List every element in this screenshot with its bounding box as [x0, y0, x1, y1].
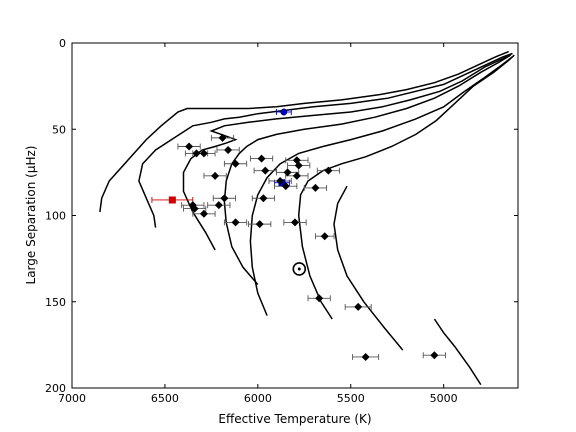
- x-tick-label-2: 6500: [151, 392, 179, 405]
- data-point-32: [354, 302, 363, 311]
- track-line-6: [297, 54, 515, 320]
- data-point-19: [281, 182, 290, 191]
- data-point-26: [199, 209, 208, 218]
- data-point-8: [224, 145, 233, 154]
- track-line-1: [99, 50, 509, 213]
- plot-frame: [71, 42, 519, 389]
- data-point-13: [261, 166, 270, 175]
- sun-symbol-ring: [292, 262, 307, 276]
- y-tick-label-2: 50: [52, 123, 66, 136]
- y-tick-label-4: 150: [45, 296, 66, 309]
- sun-marker: [292, 262, 307, 276]
- data-point-25: [190, 204, 199, 213]
- data-point-29: [291, 218, 299, 227]
- data-point-7: [199, 149, 208, 158]
- data-points: [168, 108, 439, 361]
- x-tick-label-3: 6000: [244, 392, 272, 405]
- y-tick-label-5: 200: [45, 382, 66, 395]
- data-point-16: [324, 166, 333, 175]
- data-point-21: [220, 194, 229, 203]
- y-tick-label-1: 0: [59, 37, 66, 50]
- data-point-17: [211, 171, 220, 180]
- data-point-24: [214, 201, 223, 210]
- data-point-4: [218, 133, 227, 142]
- data-point-20: [311, 183, 320, 192]
- axis-ticks: 7000 6500 6000 5500 5000 0 50 100 150 200: [45, 37, 518, 405]
- data-point-10: [231, 159, 240, 168]
- data-point-22: [259, 194, 268, 203]
- data-point-15: [292, 171, 301, 180]
- data-point-30: [320, 232, 329, 241]
- data-point-18: [276, 177, 285, 185]
- data-point-33: [361, 352, 370, 361]
- data-point-5: [185, 142, 194, 151]
- y-axis-label: Large Separation (μHz): [24, 146, 38, 285]
- data-point-34: [430, 351, 439, 360]
- track-line-3: [182, 52, 513, 251]
- error-bars: [151, 109, 446, 360]
- y-tick-label-3: 100: [45, 210, 66, 223]
- track-line-7: [333, 185, 404, 351]
- track-line-8: [433, 318, 482, 386]
- track-line-4: [223, 54, 511, 285]
- data-point-9: [257, 154, 266, 163]
- data-point-27: [231, 218, 240, 227]
- x-axis-label: Effective Temperature (K): [218, 412, 371, 426]
- x-tick-label-1: 7000: [58, 392, 86, 405]
- data-point-28: [255, 220, 264, 229]
- x-tick-label-4: 5500: [337, 392, 365, 405]
- data-point-2: [168, 196, 176, 204]
- data-point-6: [192, 149, 201, 158]
- track-line-2: [138, 52, 513, 228]
- x-tick-label-5: 5000: [430, 392, 458, 405]
- data-point-14: [283, 168, 292, 177]
- data-point-1: [280, 108, 288, 116]
- data-point-12: [294, 161, 303, 170]
- track-line-5: [249, 56, 513, 316]
- evolutionary-tracks: [99, 50, 515, 386]
- sun-symbol-dot: [297, 267, 301, 271]
- data-point-31: [315, 294, 324, 303]
